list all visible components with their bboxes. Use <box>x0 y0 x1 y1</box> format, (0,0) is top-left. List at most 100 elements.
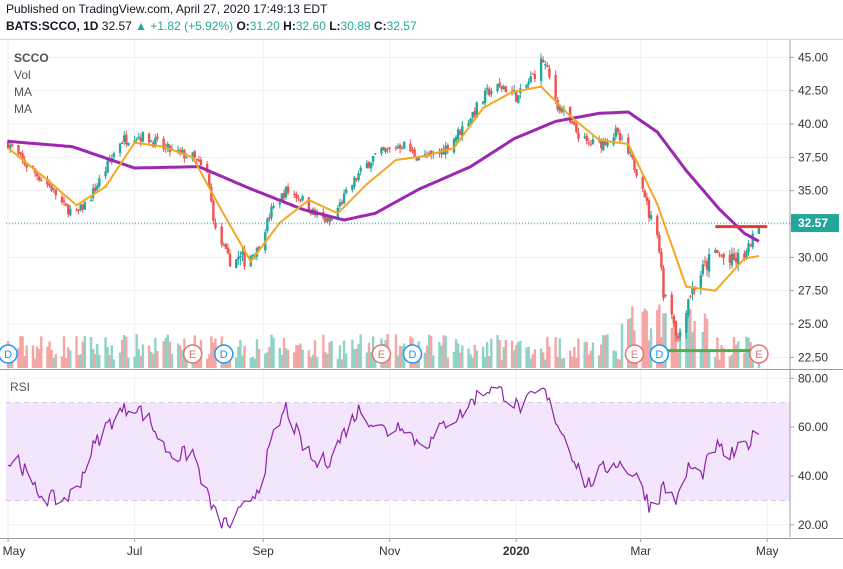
candle-body <box>745 251 748 259</box>
candle-body <box>199 159 203 165</box>
low-label: L: <box>329 19 341 33</box>
volume-bar <box>722 348 725 368</box>
candle-body <box>93 187 97 192</box>
volume-bar <box>62 336 66 368</box>
dividend-marker[interactable]: D <box>214 344 234 364</box>
volume-bar <box>286 350 290 368</box>
time-tick-label: Nov <box>379 544 400 558</box>
volume-bar <box>297 345 300 368</box>
volume-bar <box>278 347 281 368</box>
candle-body <box>691 287 694 295</box>
marker-circle <box>624 344 645 364</box>
volume-bar <box>473 344 476 368</box>
candle-body <box>664 295 667 297</box>
time-axis[interactable]: May Jul Sep Nov 2020 Mar May <box>3 538 779 558</box>
candle-body <box>344 189 348 194</box>
rsi-tick-label: 40.00 <box>798 469 828 483</box>
volume-bar <box>602 335 605 368</box>
earnings-marker[interactable]: E <box>624 344 645 364</box>
volume-bar <box>324 351 327 368</box>
candle-body <box>587 142 591 144</box>
volume-bar <box>438 342 441 368</box>
dividend-marker[interactable]: D <box>0 344 18 364</box>
volume-bar <box>454 339 458 368</box>
volume-bar <box>618 359 622 368</box>
candle-body <box>471 112 474 118</box>
candle-body <box>137 136 140 138</box>
volume-bar <box>270 334 273 368</box>
volume-bar <box>616 358 620 368</box>
candle-body <box>452 139 456 153</box>
ma-fast-line <box>7 85 760 292</box>
candle-body <box>118 143 122 154</box>
candle-body <box>212 200 215 222</box>
volume-bar <box>544 359 547 368</box>
candle-body <box>743 253 746 260</box>
candle-body <box>195 159 199 161</box>
volume-bar <box>307 350 311 368</box>
volume-bar <box>612 350 615 368</box>
marker-label: D <box>655 349 663 361</box>
volume-bar <box>396 355 400 368</box>
candle-body <box>517 95 520 104</box>
marker-circle <box>649 344 670 364</box>
candle-body <box>734 257 738 263</box>
volume-bar <box>253 358 257 368</box>
candle-body <box>176 149 180 151</box>
dividend-marker[interactable]: D <box>402 344 423 364</box>
candle-body <box>156 136 159 139</box>
candle-body <box>48 183 51 187</box>
volume-bar <box>672 315 676 368</box>
volume-bar <box>743 352 746 368</box>
earnings-marker[interactable]: E <box>182 344 203 364</box>
legend-title: SCCO <box>14 51 49 65</box>
volume-bar <box>243 345 246 368</box>
volume-bar <box>135 334 138 368</box>
candle-body <box>60 196 64 203</box>
volume-bar <box>620 323 624 368</box>
candle-body <box>11 144 14 146</box>
candle-body <box>707 254 711 272</box>
candle-body <box>270 206 273 218</box>
volume-bar <box>309 357 313 368</box>
candle-body <box>687 299 690 315</box>
candle-body <box>243 250 246 267</box>
dividend-marker[interactable]: D <box>649 344 670 364</box>
candle-body <box>411 149 414 151</box>
candle-body <box>351 184 354 190</box>
candle-body <box>125 134 128 144</box>
volume-bar <box>689 309 692 368</box>
volume-bar <box>427 334 431 368</box>
volume-bar <box>369 352 373 368</box>
rsi-line <box>7 385 760 529</box>
rsi-axis[interactable]: 20.00 40.00 60.00 80.00 <box>790 371 828 532</box>
candle-body <box>678 332 682 337</box>
earnings-marker[interactable]: E <box>371 344 392 364</box>
candle-body <box>35 173 39 177</box>
candle-body <box>469 118 472 124</box>
volume-bar <box>529 358 532 368</box>
candle-body <box>357 173 360 180</box>
candle-body <box>757 227 761 235</box>
candle-body <box>496 83 499 92</box>
marker-circle <box>402 344 423 364</box>
volume-bar <box>241 355 244 368</box>
candle-body <box>278 202 281 205</box>
candle-body <box>396 146 400 149</box>
volume-bar <box>656 310 659 368</box>
symbol-info-line: BATS:SCCO, 1D 32.57 ▲ +1.82 (+5.92%) O:3… <box>6 19 417 33</box>
volume-bar <box>658 304 661 368</box>
candle-body <box>568 106 572 123</box>
price-axis[interactable]: 22.5025.0027.5030.0032.5035.0037.5040.00… <box>790 50 828 364</box>
candle-body <box>662 267 665 299</box>
candle-body <box>197 159 201 162</box>
volume-bar <box>587 354 591 368</box>
candle-body <box>728 255 732 263</box>
volume-bar <box>120 339 124 368</box>
volume-bar <box>149 351 153 368</box>
volume-bar <box>54 354 57 368</box>
volume-bar <box>512 350 516 368</box>
earnings-marker[interactable]: E <box>749 344 769 364</box>
